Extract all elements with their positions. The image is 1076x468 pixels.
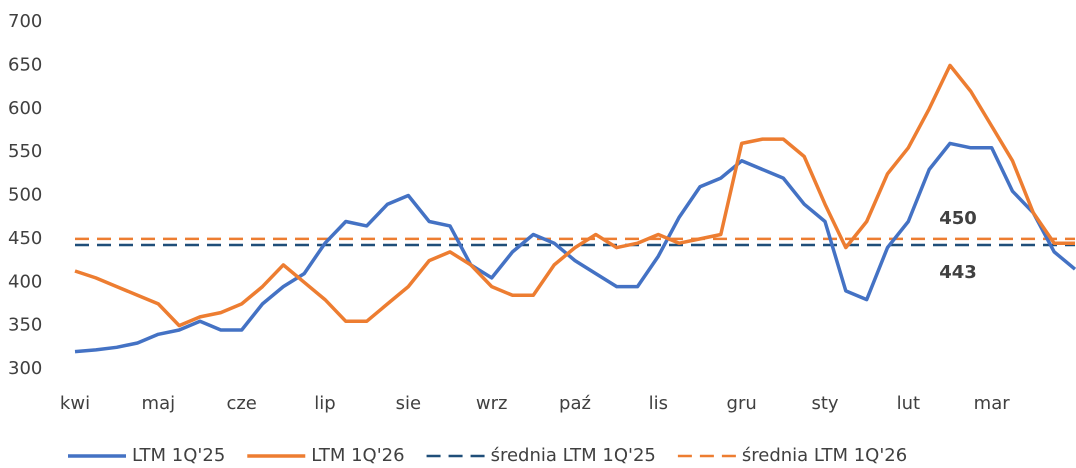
x-tick-label: sie xyxy=(396,393,421,414)
x-tick-label: kwi xyxy=(60,393,90,414)
x-tick-label: paź xyxy=(559,393,591,414)
y-tick-label: 550 xyxy=(8,141,42,162)
legend-label: LTM 1Q'26 xyxy=(311,445,404,466)
y-tick-label: 450 xyxy=(8,228,42,249)
x-tick-label: sty xyxy=(811,393,838,414)
y-tick-label: 600 xyxy=(8,98,42,119)
x-tick-label: lut xyxy=(897,393,920,414)
y-tick-label: 700 xyxy=(8,11,42,32)
average-label: 443 xyxy=(939,262,977,283)
x-tick-label: gru xyxy=(727,393,757,414)
average-label: 450 xyxy=(939,208,977,229)
x-tick-label: mar xyxy=(974,393,1011,414)
series-line xyxy=(74,141,1076,354)
series-line xyxy=(74,63,1075,328)
legend-label: średnia LTM 1Q'26 xyxy=(742,445,907,466)
x-tick-label: cze xyxy=(226,393,256,414)
y-tick-label: 350 xyxy=(8,315,42,336)
x-tick-label: lip xyxy=(314,393,335,414)
y-tick-label: 650 xyxy=(8,54,42,75)
y-tick-label: 300 xyxy=(8,358,42,379)
y-tick-label: 400 xyxy=(8,271,42,292)
y-tick-label: 500 xyxy=(8,185,42,206)
x-tick-label: wrz xyxy=(476,393,508,414)
x-tick-label: lis xyxy=(649,393,668,414)
legend-label: LTM 1Q'25 xyxy=(132,445,225,466)
legend-label: średnia LTM 1Q'25 xyxy=(491,445,656,466)
x-tick-label: maj xyxy=(142,393,176,414)
